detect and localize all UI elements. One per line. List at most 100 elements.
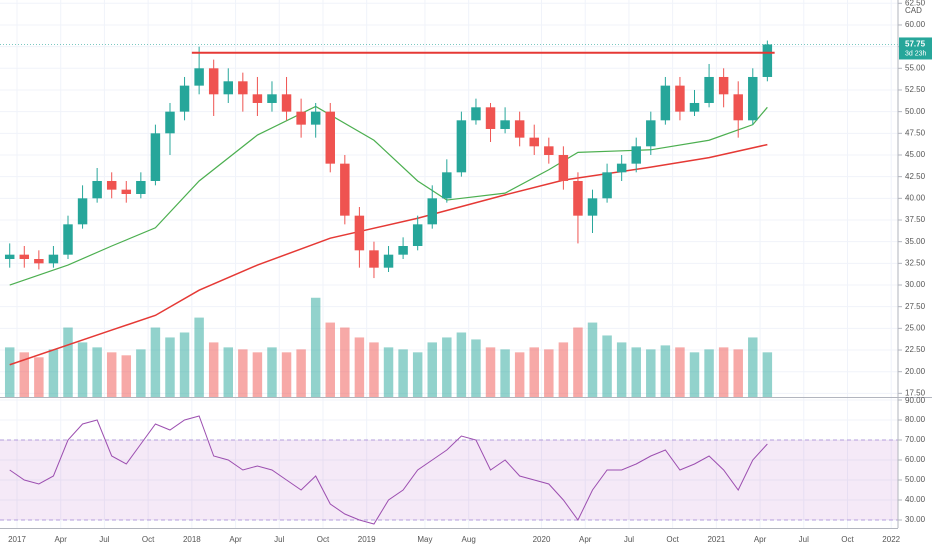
volume-bar xyxy=(281,352,292,397)
y-tick-label: 40.00 xyxy=(905,193,926,202)
moving-average xyxy=(9,105,768,286)
y-tick-label: 22.50 xyxy=(905,345,926,354)
y-tick-label: 60.00 xyxy=(905,20,926,29)
candle-body xyxy=(238,81,248,95)
candle-body xyxy=(252,94,263,103)
volume-bar xyxy=(704,349,714,397)
candle-body xyxy=(544,146,554,155)
axes: 2017 Apr Jul Oct 2018 Apr Jul Oct 2019 May Aug 2020… xyxy=(8,0,932,544)
candle-body xyxy=(77,198,88,225)
x-tick-label: Oct xyxy=(841,535,854,544)
y-tick-label: 90.00 xyxy=(905,396,926,405)
volume-bar xyxy=(718,347,729,397)
volume-bar xyxy=(616,342,627,397)
rsi-band xyxy=(0,440,898,520)
x-tick-label: 2020 xyxy=(533,535,551,544)
volume-bar xyxy=(165,337,175,397)
x-tick-label: Oct xyxy=(142,535,155,544)
volume-bar xyxy=(689,352,700,397)
rsi-line xyxy=(9,415,768,525)
volume-bar xyxy=(179,332,190,397)
candle-body xyxy=(412,224,423,247)
candle-body xyxy=(704,76,714,103)
candle-body xyxy=(616,163,627,173)
x-tick-label: Jul xyxy=(799,535,809,544)
y-tick-label: 17.50 xyxy=(905,388,926,397)
y-tick-label: 52.50 xyxy=(905,85,926,94)
y-tick-label: 30.00 xyxy=(905,280,926,289)
candle-body xyxy=(733,94,743,121)
y-tick-label: 35.00 xyxy=(905,237,926,246)
candle-body xyxy=(646,120,656,147)
candle-body xyxy=(558,154,569,181)
volume-bar xyxy=(19,352,30,397)
candle-body xyxy=(208,68,219,95)
volume-bar xyxy=(92,347,102,397)
x-tick-label: Apr xyxy=(754,535,767,544)
candle-body xyxy=(471,107,481,121)
volume-bar xyxy=(223,347,234,397)
y-tick-label: 50.00 xyxy=(905,475,926,484)
candle-body xyxy=(48,254,59,264)
candle-body xyxy=(675,85,685,112)
candle-body xyxy=(194,68,204,86)
x-tick-label: Jul xyxy=(99,535,109,544)
x-tick-label: Jul xyxy=(274,535,284,544)
volume-bar xyxy=(63,327,73,397)
volume-bar xyxy=(398,349,408,397)
volume-bar xyxy=(442,337,452,397)
volume-bar xyxy=(4,347,15,397)
volume-bar xyxy=(150,327,161,397)
candle-body xyxy=(500,120,510,129)
y-tick-label: 62.50 xyxy=(905,0,926,7)
volume-bar xyxy=(675,347,685,397)
candle-body xyxy=(398,246,408,255)
y-tick-label: 60.00 xyxy=(905,455,926,464)
candle-body xyxy=(325,111,335,164)
candle-body xyxy=(296,111,306,125)
candle-body xyxy=(456,120,467,173)
x-tick-label: 2021 xyxy=(707,535,725,544)
x-tick-label: 2022 xyxy=(882,535,900,544)
candle-body xyxy=(660,85,671,121)
y-tick-label: 55.00 xyxy=(905,63,926,72)
volume-bar xyxy=(558,342,569,397)
candle-body xyxy=(602,172,612,199)
candle-body xyxy=(63,224,73,255)
x-tick-label: Aug xyxy=(462,535,476,544)
y-tick-label: 42.50 xyxy=(905,172,926,181)
volume-bar xyxy=(252,352,263,397)
candle-body xyxy=(281,94,292,112)
currency-label: CAD xyxy=(905,6,922,15)
candle-body xyxy=(4,254,15,260)
y-tick-label: 40.00 xyxy=(905,495,926,504)
y-tick-label: 70.00 xyxy=(905,435,926,444)
countdown-label: 3d 23h xyxy=(905,50,927,57)
y-tick-label: 50.00 xyxy=(905,107,926,116)
candle-body xyxy=(165,111,175,134)
volume-bar xyxy=(340,327,350,397)
volume-bar xyxy=(238,349,248,397)
volume-bar xyxy=(310,297,321,397)
volume-bar xyxy=(646,349,656,397)
price-label: 57.75 xyxy=(905,40,926,49)
candle-body xyxy=(92,180,102,199)
candle-body xyxy=(121,189,132,194)
volume-bar xyxy=(456,332,467,397)
volume-bar xyxy=(733,349,743,397)
volume-bar xyxy=(369,342,379,397)
candle-body xyxy=(310,111,321,125)
volume-bar xyxy=(121,355,132,397)
candle-body xyxy=(136,180,146,194)
moving-average xyxy=(9,143,768,366)
y-tick-label: 80.00 xyxy=(905,415,926,424)
y-tick-label: 30.00 xyxy=(905,515,926,524)
x-tick-label: Apr xyxy=(579,535,592,544)
volume-bar xyxy=(514,352,525,397)
volume-bar xyxy=(427,342,437,397)
candle-body xyxy=(354,215,365,251)
price-label-box xyxy=(899,37,932,60)
x-tick-label: Apr xyxy=(229,535,242,544)
x-tick-label: 2018 xyxy=(183,535,201,544)
